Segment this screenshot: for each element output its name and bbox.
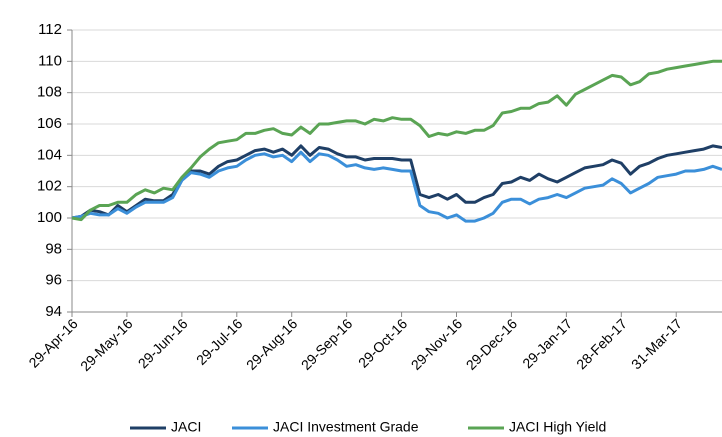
- y-tick-label: 110: [38, 52, 62, 69]
- y-tick-label: 102: [37, 178, 62, 195]
- x-tick-label: 29-Jul-16: [193, 315, 246, 368]
- legend-label: JACI: [171, 419, 201, 435]
- series-line: [71, 150, 722, 223]
- series-line: [71, 144, 722, 220]
- y-tick-label: 112: [38, 21, 62, 38]
- series-line: [71, 59, 722, 222]
- legend-label: JACI Investment Grade: [273, 419, 419, 435]
- x-tick-label: 29-Aug-16: [243, 315, 301, 373]
- y-tick-label: 96: [45, 272, 62, 289]
- x-tick-label: 29-Jun-16: [135, 315, 191, 371]
- x-tick-label: 29-Jan-17: [519, 315, 575, 371]
- x-tick-label: 29-Sep-16: [298, 315, 356, 373]
- x-tick-label: 29-Nov-16: [408, 315, 466, 373]
- x-tick-label: 31-Mar-17: [628, 315, 685, 372]
- y-tick-label: 106: [37, 115, 62, 132]
- x-tick-label: 29-Apr-16: [25, 315, 80, 370]
- x-tick-label: 28-Feb-17: [573, 315, 630, 372]
- y-tick-label: 104: [37, 146, 62, 163]
- x-tick-label: 29-Oct-16: [355, 315, 410, 370]
- x-tick-label: 29-Dec-16: [463, 315, 521, 373]
- y-tick-label: 94: [45, 303, 62, 320]
- legend-label: JACI High Yield: [509, 419, 606, 435]
- y-tick-label: 98: [45, 240, 62, 257]
- y-tick-label: 100: [37, 209, 62, 226]
- y-tick-label: 108: [37, 84, 62, 101]
- x-tick-label: 29-May-16: [77, 315, 136, 374]
